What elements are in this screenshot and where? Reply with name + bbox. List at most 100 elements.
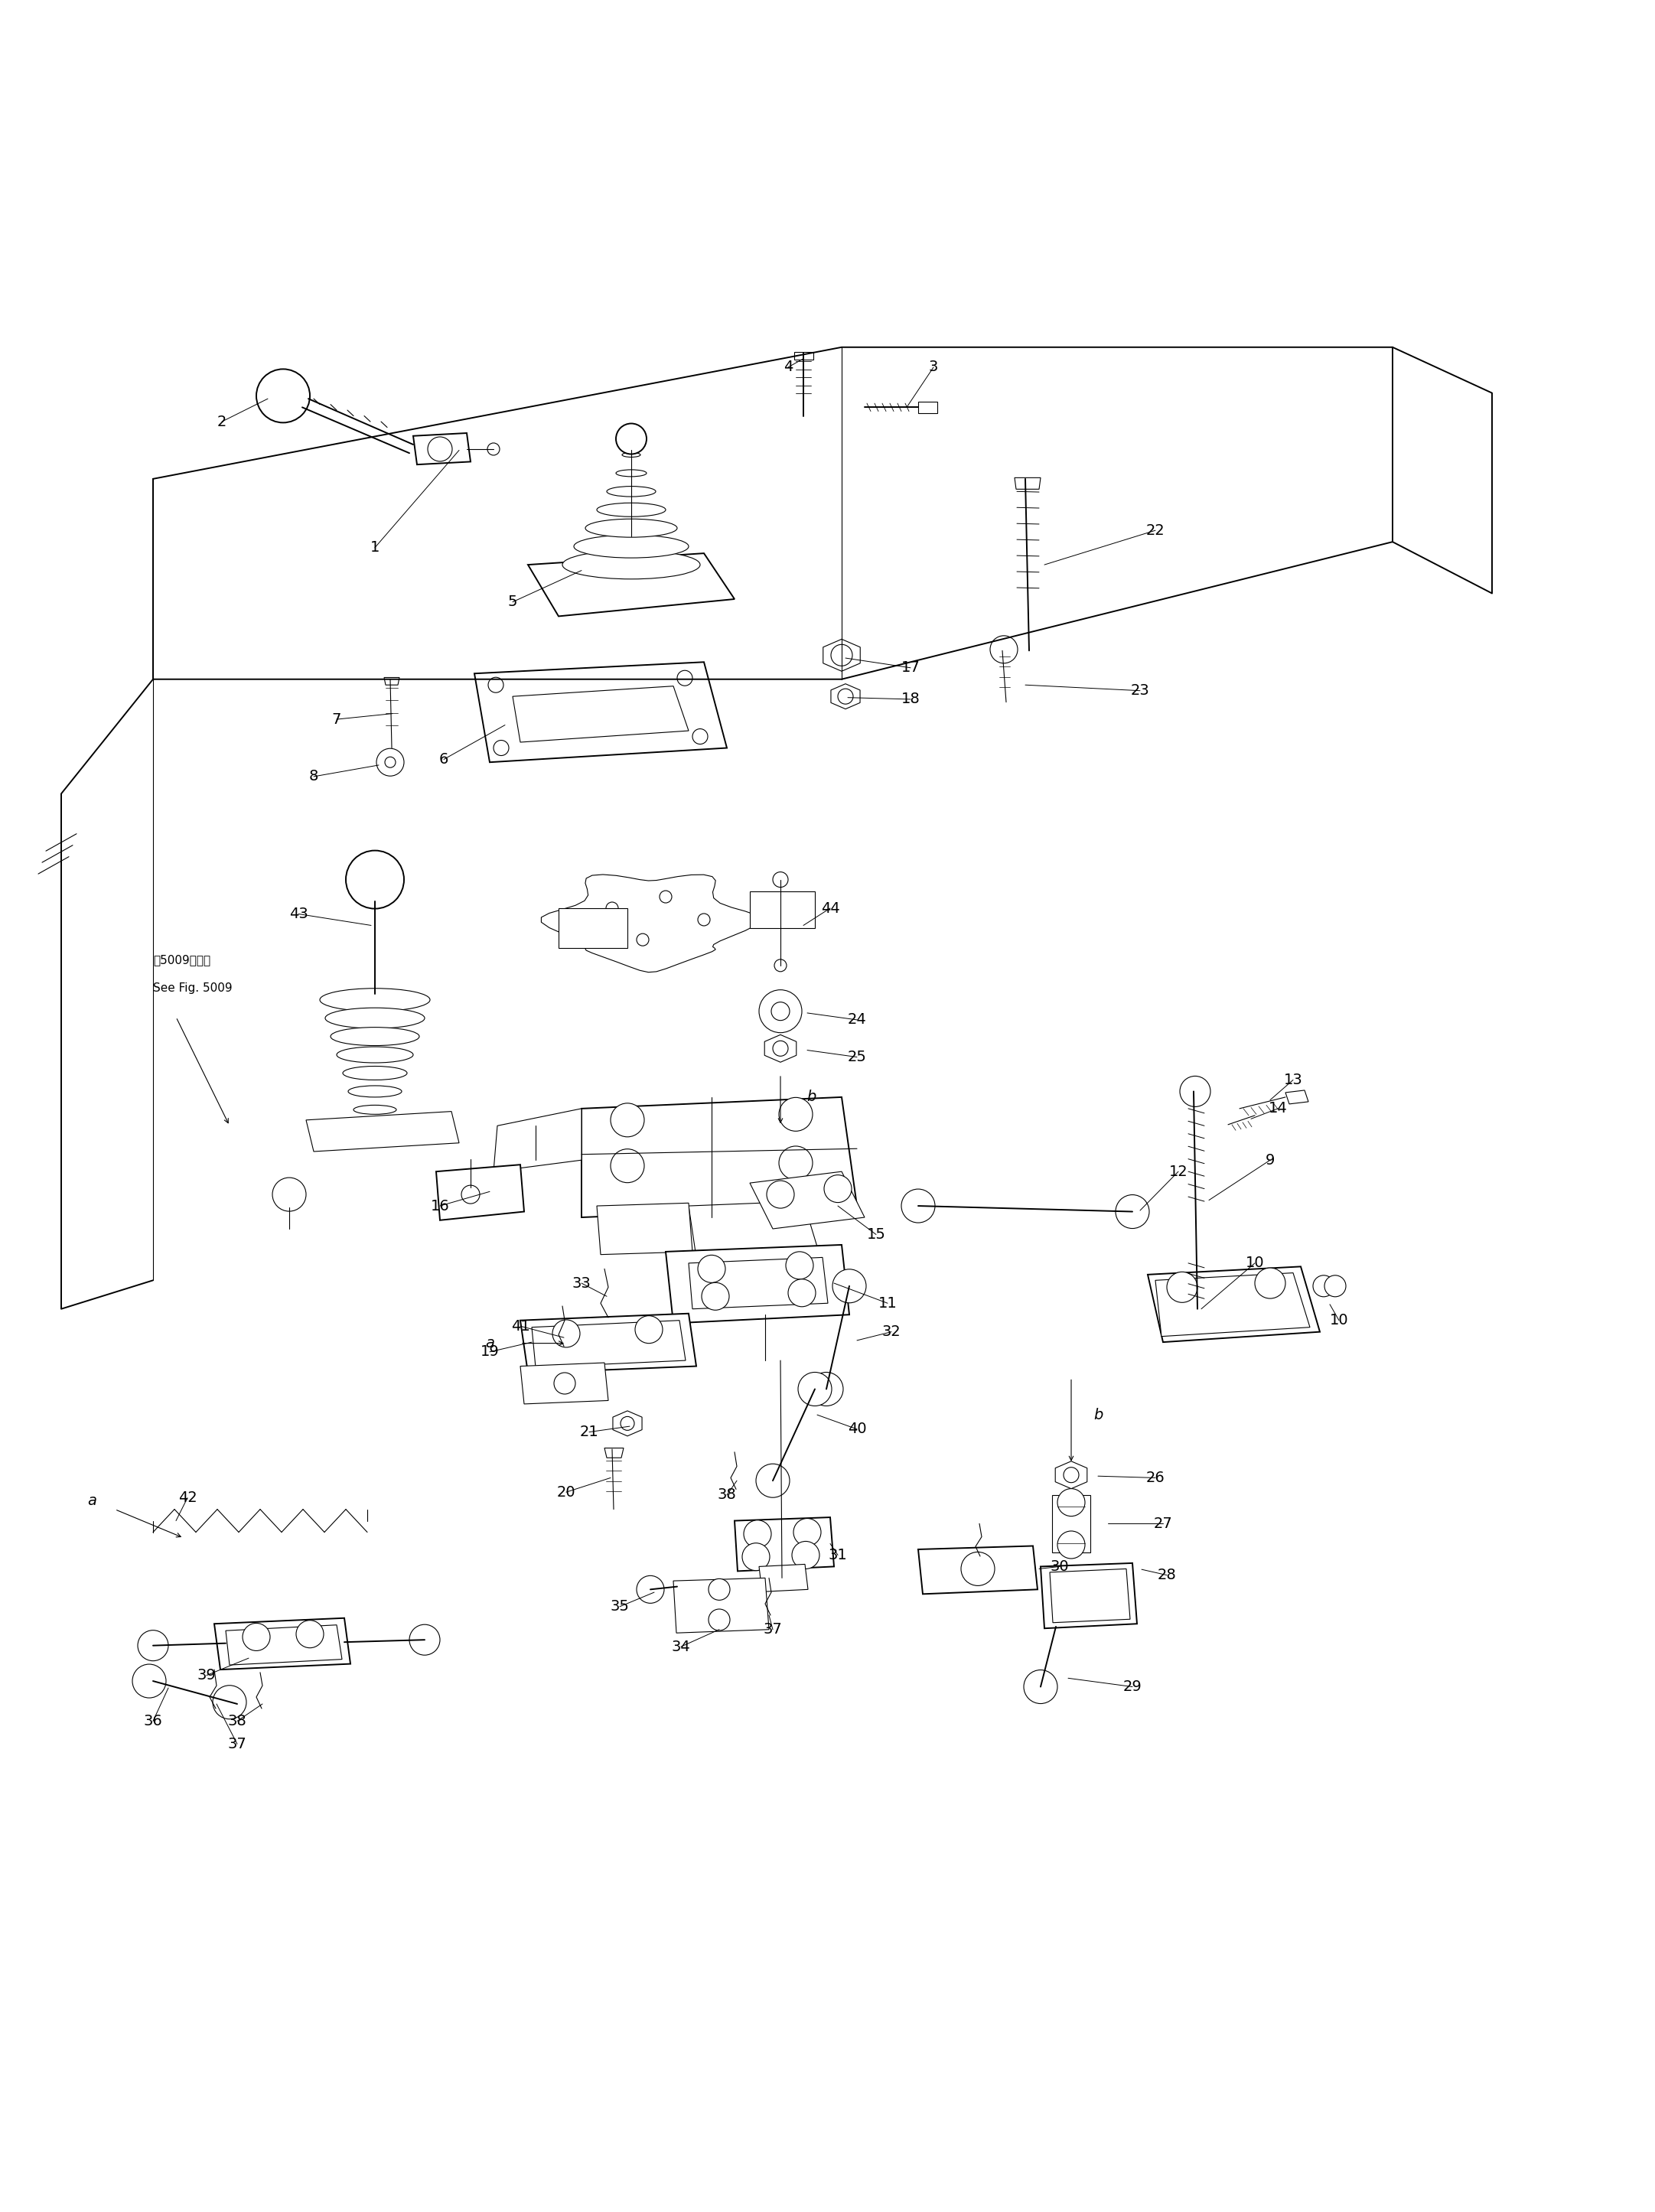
Circle shape (427, 436, 452, 462)
Circle shape (766, 1181, 794, 1208)
Text: b: b (806, 1091, 816, 1104)
Circle shape (553, 1321, 579, 1347)
Text: 43: 43 (290, 907, 308, 920)
Text: 32: 32 (882, 1325, 900, 1338)
Polygon shape (513, 686, 688, 743)
Circle shape (346, 852, 404, 909)
Polygon shape (604, 1449, 624, 1458)
Ellipse shape (343, 1066, 407, 1079)
Ellipse shape (574, 535, 688, 557)
Text: 23: 23 (1130, 684, 1150, 699)
Circle shape (487, 442, 500, 456)
Text: 38: 38 (717, 1489, 736, 1502)
Polygon shape (665, 1245, 849, 1323)
Ellipse shape (563, 551, 700, 580)
Polygon shape (612, 1411, 642, 1436)
Text: 第5009図参照: 第5009図参照 (152, 953, 210, 964)
Circle shape (493, 741, 508, 757)
Circle shape (1115, 1194, 1149, 1228)
Text: 20: 20 (556, 1484, 576, 1500)
Text: 37: 37 (228, 1736, 247, 1752)
Polygon shape (688, 1256, 828, 1310)
Text: 10: 10 (1329, 1314, 1349, 1327)
Circle shape (611, 1104, 644, 1137)
Polygon shape (688, 1201, 819, 1256)
Ellipse shape (597, 502, 665, 518)
Circle shape (832, 1270, 866, 1303)
Circle shape (636, 1316, 662, 1343)
Circle shape (1180, 1294, 1211, 1325)
Text: 38: 38 (228, 1714, 247, 1728)
Text: 10: 10 (1246, 1256, 1264, 1270)
Circle shape (273, 1177, 306, 1212)
Text: 14: 14 (1268, 1102, 1288, 1115)
Polygon shape (520, 1363, 609, 1405)
Circle shape (296, 1621, 324, 1648)
Text: 13: 13 (1284, 1073, 1302, 1088)
Polygon shape (520, 1314, 697, 1374)
Circle shape (756, 1464, 789, 1498)
Circle shape (793, 1542, 819, 1568)
Circle shape (616, 422, 647, 453)
Circle shape (1058, 1489, 1086, 1515)
Text: 3: 3 (928, 361, 938, 374)
Circle shape (708, 1608, 730, 1630)
Circle shape (376, 748, 404, 776)
Polygon shape (437, 1166, 525, 1221)
Text: 7: 7 (333, 712, 341, 726)
Circle shape (902, 1190, 935, 1223)
Text: 35: 35 (611, 1599, 629, 1615)
Text: 1: 1 (371, 540, 379, 555)
Circle shape (243, 1624, 270, 1650)
Text: 6: 6 (439, 752, 449, 768)
Text: 30: 30 (1051, 1559, 1069, 1573)
Text: 27: 27 (1154, 1517, 1172, 1531)
Ellipse shape (616, 469, 647, 476)
Polygon shape (919, 403, 937, 414)
Circle shape (824, 1175, 852, 1203)
Polygon shape (493, 1108, 581, 1172)
Polygon shape (213, 1617, 351, 1670)
Circle shape (773, 1042, 788, 1055)
Circle shape (1312, 1276, 1334, 1296)
Circle shape (786, 1252, 813, 1279)
Circle shape (611, 1148, 644, 1183)
Ellipse shape (354, 1106, 396, 1115)
Circle shape (775, 960, 786, 971)
Circle shape (488, 677, 503, 692)
Ellipse shape (331, 1026, 419, 1046)
Circle shape (698, 1254, 725, 1283)
Circle shape (462, 1186, 480, 1203)
Circle shape (760, 989, 803, 1033)
Circle shape (780, 1146, 813, 1179)
Polygon shape (1286, 1091, 1309, 1104)
Polygon shape (1053, 1495, 1091, 1553)
Polygon shape (1056, 1462, 1087, 1489)
Text: 15: 15 (867, 1228, 885, 1241)
Text: 2: 2 (217, 414, 227, 429)
Text: 16: 16 (430, 1199, 450, 1212)
Circle shape (554, 1374, 576, 1394)
Polygon shape (541, 874, 761, 973)
Polygon shape (919, 1546, 1038, 1595)
Circle shape (743, 1520, 771, 1548)
Circle shape (771, 1002, 789, 1020)
Text: 34: 34 (672, 1639, 690, 1655)
Text: 28: 28 (1157, 1568, 1177, 1582)
Polygon shape (414, 434, 470, 465)
Polygon shape (475, 661, 727, 763)
Circle shape (1024, 1670, 1058, 1703)
Text: 29: 29 (1124, 1679, 1142, 1694)
Polygon shape (794, 352, 813, 361)
Circle shape (621, 1416, 634, 1431)
Circle shape (1064, 1467, 1079, 1482)
Polygon shape (1147, 1267, 1321, 1343)
Text: 40: 40 (847, 1422, 866, 1436)
Circle shape (798, 1371, 832, 1407)
Text: 33: 33 (573, 1276, 591, 1290)
Circle shape (660, 891, 672, 902)
Text: 41: 41 (511, 1318, 530, 1334)
Ellipse shape (607, 487, 655, 498)
Polygon shape (225, 1626, 343, 1666)
Bar (750, 891, 814, 929)
